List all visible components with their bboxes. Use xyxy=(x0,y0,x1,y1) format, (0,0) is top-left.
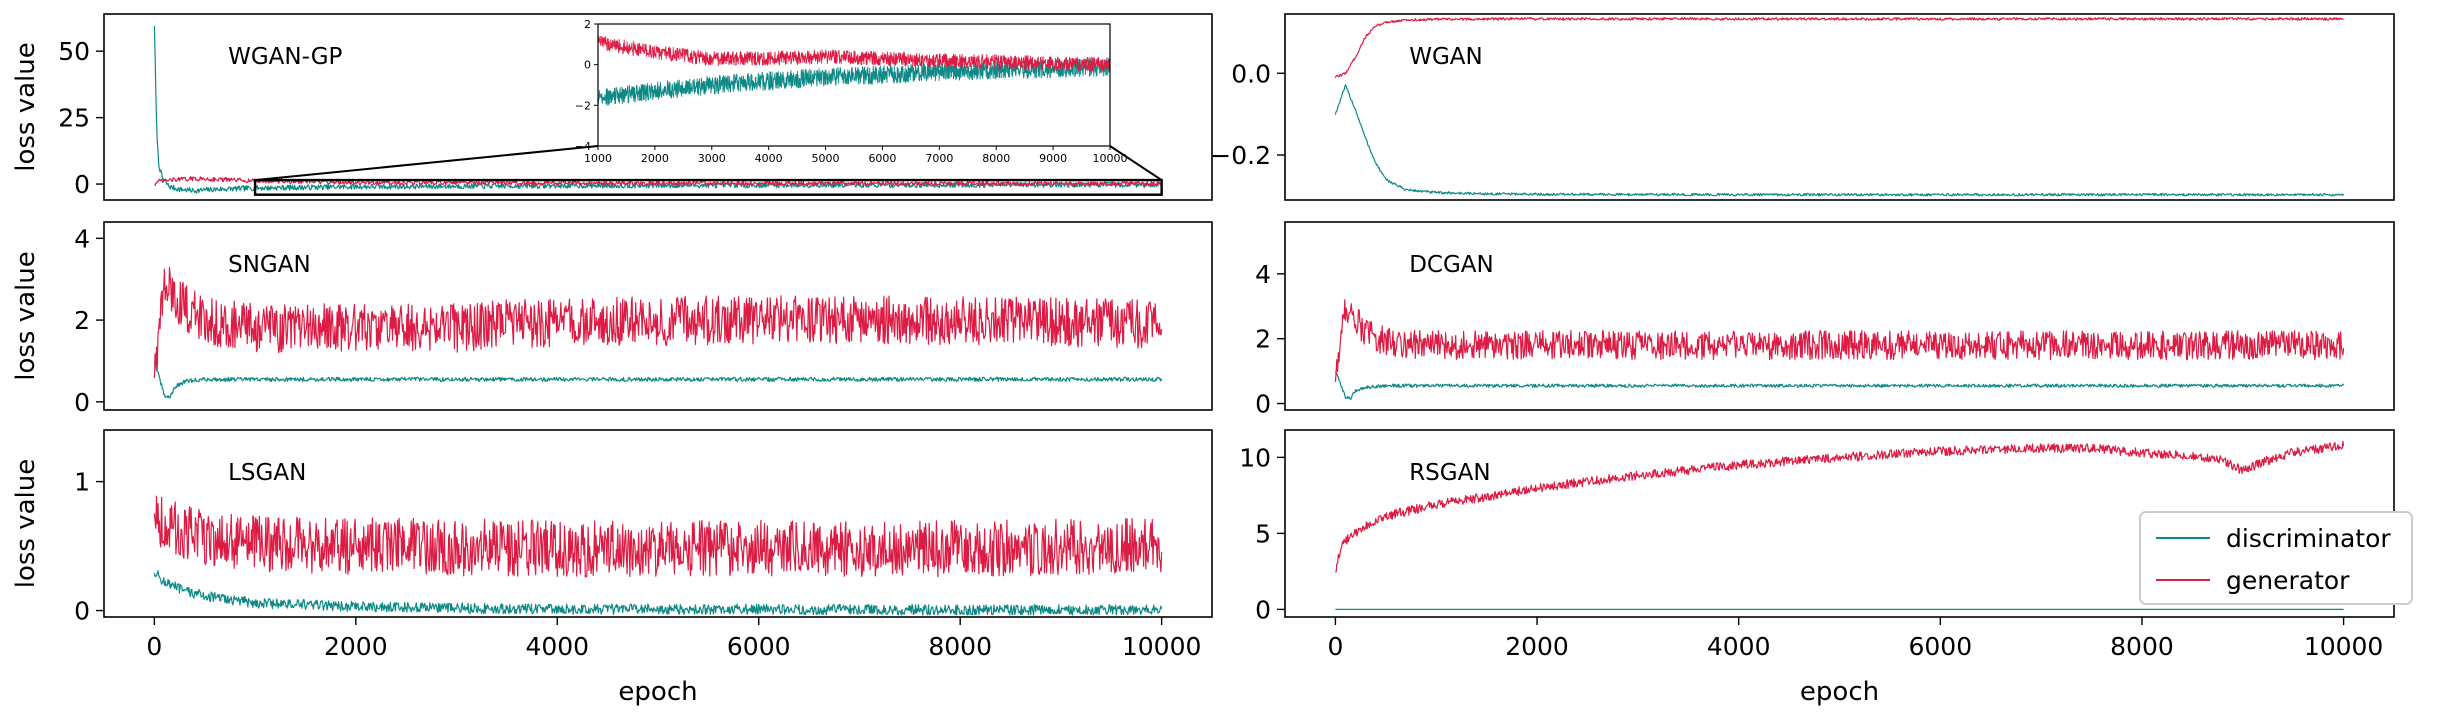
series-line-generator-wgan-gp xyxy=(154,176,1162,187)
y-tick-label-dcgan: 4 xyxy=(1255,260,1271,289)
y-tick-label-wgan-gp: 25 xyxy=(58,104,90,133)
y-tick-label-sngan: 0 xyxy=(74,388,90,417)
panel-title-sngan: SNGAN xyxy=(228,252,311,278)
series-line-discriminator-wgan xyxy=(1334,84,2345,197)
y-axis-label-lsgan: loss value xyxy=(11,459,41,589)
series-line-generator-wgan xyxy=(1334,17,2344,79)
x-tick-label-rsgan: 10000 xyxy=(2304,632,2384,661)
inset-series-line-generator xyxy=(598,35,1110,72)
x-tick-label-lsgan: 0 xyxy=(146,632,162,661)
y-tick-label-rsgan: 0 xyxy=(1255,595,1271,624)
axes-frame-wgan-gp xyxy=(103,13,1213,201)
inset-x-tick-label: 8000 xyxy=(982,152,1010,165)
inset-series-line-discriminator xyxy=(598,57,1110,106)
y-tick-label-lsgan: 1 xyxy=(74,468,90,497)
axes-frame-lsgan xyxy=(103,429,1213,618)
x-tick-label-lsgan: 6000 xyxy=(727,632,791,661)
x-tick-label-rsgan: 6000 xyxy=(1909,632,1973,661)
y-tick-label-sngan: 4 xyxy=(74,224,90,253)
y-tick-label-wgan: 0.0 xyxy=(1231,59,1271,88)
inset-y-tick-label: 0 xyxy=(584,59,591,72)
x-tick-label-lsgan: 2000 xyxy=(324,632,388,661)
x-tick-label-rsgan: 0 xyxy=(1327,632,1343,661)
inset-x-tick-label: 3000 xyxy=(698,152,726,165)
y-tick-label-rsgan: 5 xyxy=(1255,519,1271,548)
inset-y-tick-label: 2 xyxy=(584,18,591,31)
y-tick-label-sngan: 2 xyxy=(74,306,90,335)
series-line-discriminator-lsgan xyxy=(153,570,1163,616)
axes-frame-wgan xyxy=(1284,13,2395,201)
panel-title-dcgan: DCGAN xyxy=(1409,252,1494,278)
axes-frame-dcgan xyxy=(1284,221,2395,411)
inset-x-tick-label: 1000 xyxy=(584,152,612,165)
inset-x-tick-label: 10000 xyxy=(1093,152,1128,165)
y-tick-label-wgan-gp: 0 xyxy=(74,170,90,199)
plot-area-sngan xyxy=(153,267,1163,399)
panel-sngan: 0 2 4 SNGAN loss value xyxy=(11,221,1213,417)
inset-x-tick-label: 6000 xyxy=(868,152,896,165)
series-line-generator-rsgan xyxy=(1335,440,2345,573)
panel-title-lsgan: LSGAN xyxy=(228,460,306,486)
series-line-discriminator-sngan xyxy=(153,361,1163,399)
zoom-region-box xyxy=(253,178,1163,196)
y-axis-label-wgan-gp: loss value xyxy=(11,42,41,172)
inset-y-tick-label: −2 xyxy=(575,99,591,112)
inset-x-tick-label: 7000 xyxy=(925,152,953,165)
y-tick-label-rsgan: 10 xyxy=(1239,443,1271,472)
series-line-generator-lsgan xyxy=(153,495,1163,578)
panel-title-rsgan: RSGAN xyxy=(1409,460,1490,486)
y-tick-label-dcgan: 0 xyxy=(1255,390,1271,419)
y-tick-label-dcgan: 2 xyxy=(1255,325,1271,354)
series-line-generator-dcgan xyxy=(1334,299,2345,382)
x-tick-label-lsgan: 10000 xyxy=(1122,632,1202,661)
inset-x-tick-label: 9000 xyxy=(1039,152,1067,165)
legend-label-generator: generator xyxy=(2226,566,2350,595)
plot-area-wgan xyxy=(1334,17,2345,197)
x-tick-label-lsgan: 8000 xyxy=(928,632,992,661)
legend: discriminator generator xyxy=(2139,511,2413,605)
axes-frame-sngan xyxy=(103,221,1213,411)
panel-title-wgan-gp: WGAN-GP xyxy=(228,44,342,70)
panel-lsgan: 0 1 0 2000 4000 6000 8000 10000 LSGAN loss value e… xyxy=(11,429,1213,707)
x-tick-label-lsgan: 4000 xyxy=(525,632,589,661)
y-tick-label-lsgan: 0 xyxy=(74,597,90,626)
x-tick-label-rsgan: 8000 xyxy=(2110,632,2174,661)
legend-label-discriminator: discriminator xyxy=(2226,524,2391,553)
panel-title-wgan: WGAN xyxy=(1409,44,1483,70)
plot-area-rsgan xyxy=(1335,440,2345,610)
zoom-connector-right xyxy=(1109,145,1163,181)
inset-x-tick-label: 4000 xyxy=(755,152,783,165)
inset-x-tick-label: 5000 xyxy=(812,152,840,165)
panel-dcgan: 0 2 4 DCGAN xyxy=(1255,221,2395,419)
inset-frame xyxy=(597,23,1111,147)
y-tick-label-wgan: −0.2 xyxy=(1210,141,1271,170)
inset-y-tick-label: −4 xyxy=(575,140,591,153)
y-axis-label-sngan: loss value xyxy=(11,251,41,381)
series-line-discriminator-dcgan xyxy=(1334,371,2345,400)
panel-rsgan: 0 5 10 0 2000 4000 6000 8000 10000 RSGAN epoch xyxy=(1239,429,2395,707)
plot-area-dcgan xyxy=(1334,299,2345,400)
inset-background xyxy=(598,24,1110,146)
x-axis-label-rsgan: epoch xyxy=(1800,677,1879,707)
series-line-generator-sngan xyxy=(153,267,1163,379)
panel-wgan-gp: 0 25 50 WGAN-GP loss value 1000 2000 3000 4000 50… xyxy=(11,13,1213,201)
inset-plot-area xyxy=(598,35,1110,106)
panel-wgan: −0.2 0.0 WGAN xyxy=(1210,13,2395,201)
zoom-connector-left xyxy=(254,145,599,182)
x-axis-label-lsgan: epoch xyxy=(618,677,697,707)
x-tick-label-rsgan: 2000 xyxy=(1505,632,1569,661)
inset-axes-wgan-gp: 1000 2000 3000 4000 5000 6000 7000 8000 9000 1000… xyxy=(575,18,1128,165)
inset-x-tick-label: 2000 xyxy=(641,152,669,165)
x-tick-label-rsgan: 4000 xyxy=(1707,632,1771,661)
y-tick-label-wgan-gp: 50 xyxy=(58,37,90,66)
plot-area-lsgan xyxy=(153,495,1163,616)
